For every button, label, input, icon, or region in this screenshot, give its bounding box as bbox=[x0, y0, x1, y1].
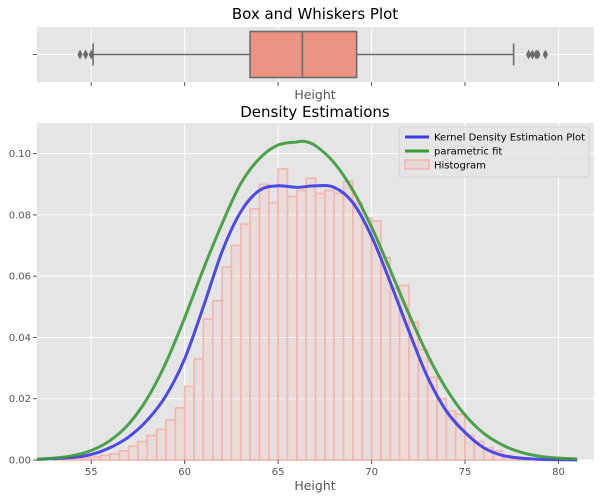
histogram-bar bbox=[249, 207, 261, 461]
legend-histogram-label: Histogram bbox=[434, 161, 486, 172]
histogram-bar bbox=[352, 201, 364, 461]
density-xtick-label: 80 bbox=[552, 467, 565, 478]
density-ytick-label: 0.02 bbox=[9, 394, 31, 405]
box-plot-marks bbox=[77, 30, 549, 79]
density-yticks: 0.00 0.02 0.04 0.06 0.08 0.10 bbox=[9, 149, 37, 467]
legend-frame bbox=[398, 126, 590, 178]
histogram-bar bbox=[305, 177, 317, 461]
histogram-bar bbox=[127, 445, 139, 461]
histogram-bar bbox=[137, 440, 149, 461]
density-parametric-line bbox=[36, 139, 578, 461]
density-xtick-label: 60 bbox=[178, 467, 191, 478]
legend: Kernel Density Estimation Plot parametri… bbox=[398, 126, 590, 178]
box-plot-title: Box and Whiskers Plot bbox=[232, 5, 398, 23]
density-ytick-label: 0.06 bbox=[9, 272, 31, 283]
density-xticks: 55 60 65 70 75 80 bbox=[85, 460, 565, 478]
histogram-bar bbox=[314, 192, 326, 461]
histogram-bar bbox=[109, 453, 121, 461]
histogram-bar bbox=[183, 385, 195, 461]
density-xtick-label: 75 bbox=[459, 467, 472, 478]
histogram-bar bbox=[277, 168, 289, 461]
histogram-bar bbox=[174, 407, 186, 461]
density-kde-line bbox=[36, 184, 578, 462]
box-iqr bbox=[249, 30, 358, 79]
density-lines bbox=[36, 139, 578, 462]
box-outlier bbox=[529, 49, 535, 60]
box-outlier bbox=[82, 49, 89, 60]
histogram-bar bbox=[342, 180, 354, 461]
histogram-bar bbox=[239, 223, 251, 461]
histogram-bar bbox=[389, 287, 401, 461]
histogram-bar bbox=[90, 456, 102, 461]
histogram-bar bbox=[296, 189, 307, 461]
histogram-bar bbox=[81, 456, 93, 461]
density-ytick-label: 0.08 bbox=[9, 210, 31, 221]
histogram-bar bbox=[221, 266, 233, 461]
box-plot-xlabel: Height bbox=[294, 87, 335, 102]
histogram-bar bbox=[267, 201, 279, 461]
density-ytick-label: 0.00 bbox=[9, 456, 31, 467]
histogram-bar bbox=[146, 434, 158, 461]
density-xtick-label: 70 bbox=[365, 467, 378, 478]
histogram-bar bbox=[333, 192, 345, 461]
box-outlier bbox=[88, 49, 94, 60]
histogram-bar bbox=[454, 413, 466, 461]
histogram-bar bbox=[258, 183, 270, 461]
histogram-bar bbox=[165, 419, 177, 461]
histogram-bar bbox=[380, 256, 392, 461]
box-outlier bbox=[542, 49, 549, 60]
histogram-bar bbox=[99, 454, 111, 461]
histogram-bar bbox=[286, 195, 298, 461]
histogram-bar bbox=[361, 217, 373, 461]
histogram-bar bbox=[230, 244, 242, 461]
box-plot-xticks bbox=[33, 54, 559, 86]
histogram-bar bbox=[155, 428, 167, 461]
histogram-bar bbox=[193, 358, 205, 461]
density-ytick-label: 0.04 bbox=[9, 333, 31, 344]
density-title: Density Estimations bbox=[240, 103, 390, 121]
density-xtick-label: 65 bbox=[272, 467, 285, 478]
box-outlier bbox=[525, 49, 532, 60]
box-outlier bbox=[77, 49, 83, 60]
histogram-bar bbox=[118, 450, 130, 461]
histogram-bar bbox=[324, 189, 335, 461]
density-ytick-label: 0.10 bbox=[9, 149, 31, 160]
box-outlier bbox=[535, 49, 541, 60]
histogram-bars bbox=[53, 168, 532, 461]
legend-kde-label: Kernel Density Estimation Plot bbox=[434, 133, 585, 144]
box-plot-panel: Box and Whiskers Plot Height bbox=[33, 5, 594, 102]
density-xtick-label: 55 bbox=[85, 467, 98, 478]
legend-parametric-label: parametric fit bbox=[434, 147, 502, 158]
legend-histogram-swatch bbox=[404, 159, 430, 170]
density-xlabel: Height bbox=[294, 478, 335, 493]
histogram-bar bbox=[202, 318, 214, 461]
density-panel: Density Estimations 55 60 65 70 75 80 0.000.0… bbox=[9, 103, 594, 493]
histogram-bar bbox=[211, 299, 223, 461]
